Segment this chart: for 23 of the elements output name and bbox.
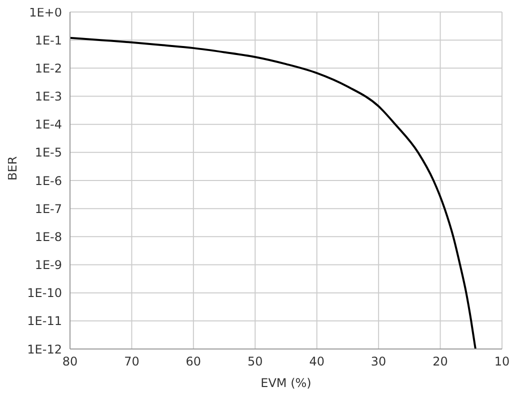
y-tick-label: 1E-11 — [27, 314, 62, 328]
y-tick-label: 1E-5 — [34, 146, 62, 160]
x-axis-title: EVM (%) — [260, 376, 312, 390]
x-tick-label: 80 — [62, 354, 78, 369]
y-tick-label: 1E-7 — [34, 202, 62, 216]
y-tick-label: 1E-3 — [34, 90, 62, 104]
y-axis-title: BER — [5, 156, 20, 180]
x-tick-label: 10 — [494, 354, 510, 369]
x-tick-label: 20 — [432, 354, 448, 369]
x-tick-label: 70 — [124, 354, 140, 369]
y-tick-label: 1E-6 — [34, 174, 62, 188]
y-tick-label: 1E-2 — [34, 61, 62, 76]
y-tick-label: 1E-8 — [34, 230, 62, 244]
x-tick-label: 60 — [186, 354, 202, 369]
y-tick-label: 1E-9 — [34, 258, 62, 272]
x-tick-label: 50 — [248, 354, 263, 369]
x-tick-label: 30 — [370, 354, 386, 369]
y-tick-label: 1E-4 — [34, 118, 62, 132]
y-tick-label: 1E-1 — [34, 33, 62, 48]
line-series — [70, 36, 476, 349]
y-tick-label: 1E-10 — [27, 286, 62, 300]
y-tick-label: 1E-12 — [27, 342, 62, 356]
x-tick-label: 40 — [309, 354, 324, 369]
